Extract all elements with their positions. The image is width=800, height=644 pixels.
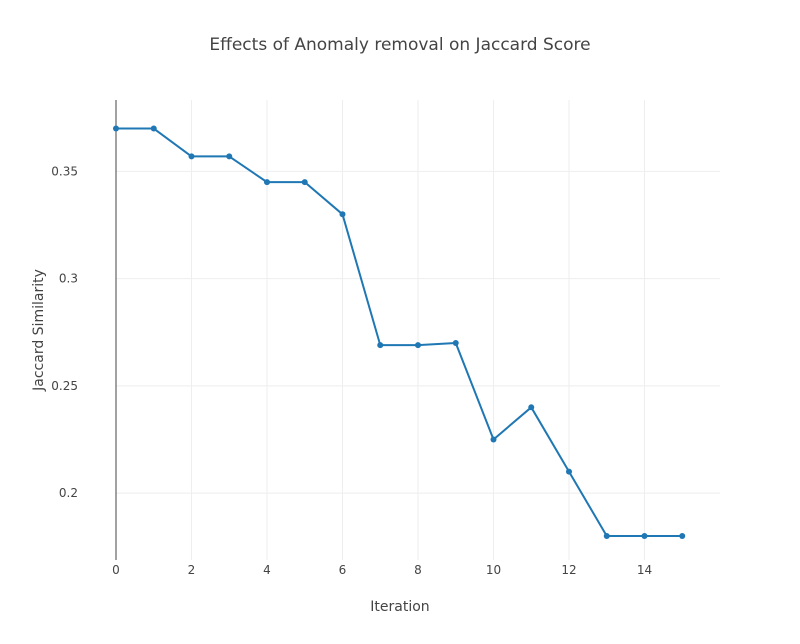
y-tick-label: 0.3	[59, 272, 78, 286]
data-point	[452, 339, 459, 346]
y-tick-label: 0.2	[59, 486, 78, 500]
data-point	[415, 342, 421, 349]
x-tick-label: 12	[561, 563, 576, 577]
data-point	[603, 532, 610, 539]
data-point	[264, 179, 270, 186]
tick-labels: 0 2 4 6 8 10 12 14 0.2 0.25 0.3 0.35	[51, 164, 652, 577]
chart-title: Effects of Anomaly removal on Jaccard Sc…	[209, 35, 590, 55]
x-axis-title: Iteration	[370, 599, 429, 615]
y-tick-label: 0.35	[51, 164, 78, 178]
y-axis-title: Jaccard Similarity	[31, 269, 47, 392]
data-point	[641, 532, 648, 539]
x-tick-label: 10	[486, 563, 501, 577]
x-tick-label: 0	[112, 563, 120, 577]
data-point	[226, 153, 233, 160]
data-point	[301, 179, 308, 186]
x-tick-label: 8	[414, 563, 422, 577]
series-line	[116, 127, 683, 537]
data-point	[377, 342, 384, 349]
data-point	[113, 125, 119, 132]
data-point	[566, 468, 572, 475]
x-tick-label: 14	[637, 563, 652, 577]
gridlines	[116, 100, 720, 560]
y-tick-label: 0.25	[51, 379, 78, 393]
data-point	[150, 125, 157, 132]
data-point	[528, 404, 535, 411]
series-layer	[113, 125, 686, 539]
x-tick-label: 6	[339, 563, 347, 577]
data-point	[679, 532, 686, 539]
data-point	[188, 153, 195, 160]
x-tick-label: 2	[188, 563, 196, 577]
x-tick-label: 4	[263, 563, 271, 577]
data-point	[339, 211, 346, 218]
data-point	[490, 436, 497, 443]
